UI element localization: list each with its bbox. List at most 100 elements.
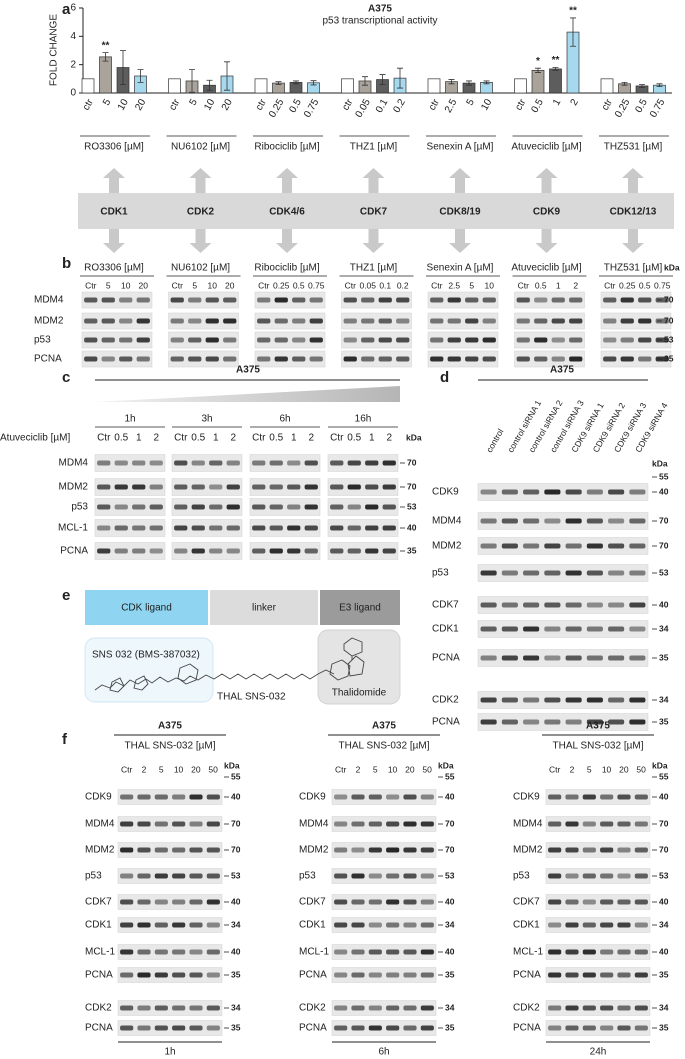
time-label: 6h — [378, 1047, 389, 1058]
band — [420, 949, 434, 955]
band — [172, 821, 186, 827]
x-tick-label: 10 — [202, 97, 217, 113]
blot-strip — [249, 498, 321, 516]
band — [600, 899, 614, 905]
blot-strip — [477, 620, 649, 638]
band — [629, 697, 646, 703]
blot-strip — [249, 519, 321, 537]
band — [396, 337, 410, 343]
band — [634, 1025, 648, 1031]
kda-label: 70 — [659, 515, 669, 525]
row-label: PCNA — [432, 717, 460, 728]
band — [172, 949, 186, 955]
band — [252, 525, 266, 531]
band — [292, 318, 306, 324]
band — [516, 356, 530, 362]
x-tick-label: 1 — [551, 97, 564, 108]
band — [206, 794, 220, 800]
lane-label: 2 — [386, 433, 392, 444]
lane-label: 0.25 — [619, 280, 636, 290]
lane-label: 2 — [573, 280, 578, 290]
band — [188, 297, 202, 303]
lane-label: 2 — [142, 764, 147, 774]
band — [565, 899, 579, 905]
band — [137, 1005, 151, 1011]
band — [137, 847, 151, 853]
kda-label: 34 — [659, 919, 669, 929]
error-bar — [137, 69, 144, 83]
blot-strip — [600, 331, 672, 349]
band — [287, 460, 301, 466]
band — [480, 543, 497, 549]
band — [548, 922, 562, 928]
lane-label: 0.1 — [379, 280, 391, 290]
band — [351, 922, 365, 928]
band — [634, 899, 648, 905]
band — [403, 847, 417, 853]
blot-strip — [331, 842, 437, 858]
row-label: CDK2 — [432, 695, 459, 706]
blot-strip — [254, 291, 326, 309]
band — [638, 297, 652, 303]
band — [206, 873, 220, 879]
band — [600, 922, 614, 928]
blot-strip — [545, 816, 651, 832]
band — [334, 899, 348, 905]
band — [565, 821, 579, 827]
row-label: MDM2 — [299, 845, 329, 856]
band — [154, 922, 168, 928]
lane-label: Ctr — [121, 764, 133, 774]
band — [465, 337, 479, 343]
band — [516, 297, 530, 303]
band — [403, 922, 417, 928]
row-label: MCL-1 — [58, 523, 88, 534]
lane-label: Ctr — [258, 280, 270, 290]
band — [600, 873, 614, 879]
blot-strip — [94, 498, 166, 516]
band — [638, 337, 652, 343]
time-label: 1h — [164, 1047, 175, 1058]
band — [189, 972, 203, 978]
band — [386, 1025, 400, 1031]
kda-label: 70 — [664, 315, 674, 325]
band — [368, 922, 382, 928]
blot-strip — [545, 967, 651, 983]
treatment-label: THAL SNS-032 [µM] — [125, 741, 216, 752]
band — [382, 548, 396, 554]
band — [608, 602, 625, 608]
group-label: THZ1 [µM] — [350, 142, 398, 153]
group-label: Senexin A [µM] — [427, 142, 494, 153]
band — [603, 337, 617, 343]
band — [172, 847, 186, 853]
error-bar — [656, 83, 663, 88]
band — [586, 655, 603, 661]
band — [600, 949, 614, 955]
band — [565, 489, 582, 495]
lane-label: 0.2 — [397, 280, 409, 290]
band — [403, 899, 417, 905]
lane-label: Ctr — [330, 433, 344, 444]
band — [351, 1005, 365, 1011]
band — [482, 318, 496, 324]
x-tick-label: 5 — [465, 97, 478, 108]
lane-label: 20 — [619, 764, 629, 774]
band — [565, 794, 579, 800]
band — [223, 318, 237, 324]
bar — [81, 78, 95, 94]
band — [582, 949, 596, 955]
lane-label: 2 — [153, 433, 159, 444]
band — [137, 972, 151, 978]
kda-label: 70 — [231, 818, 241, 828]
band — [480, 570, 497, 576]
target-label: CDK8/19 — [439, 207, 481, 218]
band — [368, 873, 382, 879]
band — [482, 356, 496, 362]
band — [378, 318, 392, 324]
band — [420, 899, 434, 905]
lane-label: 1 — [213, 433, 219, 444]
band — [172, 1025, 186, 1031]
row-label: CDK7 — [85, 897, 112, 908]
row-label: CDK1 — [85, 920, 112, 931]
band — [101, 297, 115, 303]
band — [343, 356, 357, 362]
